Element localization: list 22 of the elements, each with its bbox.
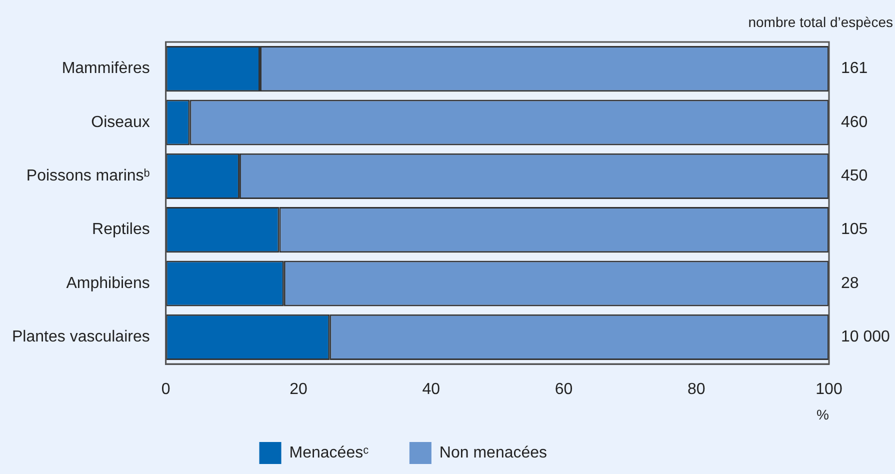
legend-label: Non menacées bbox=[439, 444, 574, 462]
x-tick-label: 80 bbox=[687, 381, 706, 398]
legend-label: Menacéesᶜ bbox=[289, 444, 396, 462]
y-tick-label: Reptiles bbox=[92, 221, 150, 238]
text: nombre total d’espèces bbox=[748, 14, 893, 30]
y-tick-label: Amphibiens bbox=[66, 274, 150, 292]
x-tick-label: 20 bbox=[290, 381, 308, 398]
text: 161 bbox=[841, 60, 868, 78]
y-tick-label: Mammifères bbox=[62, 60, 150, 78]
text: 450 bbox=[841, 168, 868, 185]
y-tick-label: Plantes vasculaires bbox=[12, 328, 150, 346]
y-tick-label: Oiseaux bbox=[91, 114, 150, 131]
text: 10 000 bbox=[841, 328, 890, 346]
x-tick-label: 60 bbox=[554, 381, 573, 398]
x-tick-label: 0 bbox=[161, 381, 170, 398]
text: 105 bbox=[841, 221, 868, 238]
text: 460 bbox=[841, 114, 868, 131]
y-tick-label: Poissons marinsᵇ bbox=[26, 168, 150, 185]
text: 28 bbox=[841, 274, 859, 292]
x-tick-label: 40 bbox=[422, 381, 440, 398]
x-axis-title: % bbox=[816, 406, 829, 422]
x-tick-label: 100 bbox=[816, 381, 842, 398]
